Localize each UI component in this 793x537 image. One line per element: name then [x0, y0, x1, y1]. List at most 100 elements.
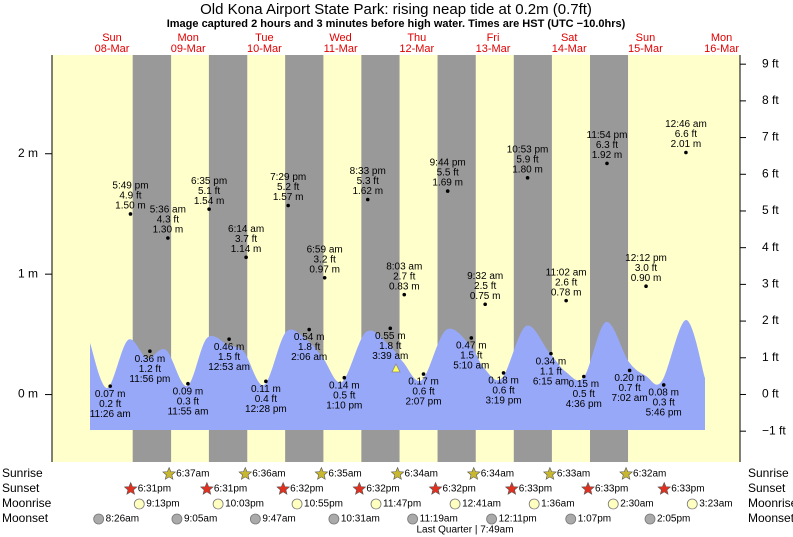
chart-title: Old Kona Airport State Park: rising neap…	[200, 1, 592, 18]
sunrise-time: 6:37am	[176, 469, 209, 480]
tide-label: 0.17 m	[408, 377, 439, 388]
moonset-time: 8:26am	[106, 514, 139, 525]
tide-label: 0.97 m	[309, 264, 340, 275]
icon	[291, 498, 303, 510]
tide-label: 3:19 pm	[485, 396, 521, 407]
y2-tick-label: −1 ft	[762, 423, 786, 437]
tide-label: 10:53 pm	[507, 144, 549, 155]
y2-tick-label: 2 ft	[762, 313, 779, 327]
icon	[619, 466, 633, 480]
tide-point	[307, 327, 311, 332]
sunset-time: 6:31pm	[214, 484, 247, 495]
y2-tick-label: 8 ft	[762, 93, 779, 107]
tide-label: 3.2 ft	[314, 254, 336, 265]
tide-label: 2.7 ft	[393, 271, 415, 282]
y2-tick-label: 0 ft	[762, 387, 779, 401]
icon	[390, 466, 405, 480]
day-weekday: Fri	[487, 32, 500, 44]
tide-point	[605, 161, 609, 166]
tide-label: 6:59 am	[307, 244, 343, 255]
day-date: 09-Mar	[171, 43, 206, 55]
tide-label: 0.46 m	[214, 342, 245, 353]
sunset-time: 6:33pm	[595, 484, 628, 495]
moonset-time: 9:47am	[262, 514, 295, 525]
tide-label: 1.62 m	[352, 186, 383, 197]
tide-label: 12:12 pm	[625, 253, 667, 264]
day-weekday: Wed	[329, 32, 351, 44]
y2-tick-label: 9 ft	[762, 56, 779, 70]
moonset-time: 11:19am	[420, 514, 458, 525]
tide-label: 3:39 am	[372, 351, 408, 362]
tide-label: 2.6 ft	[555, 277, 577, 288]
tide-label: 1.8 ft	[298, 342, 320, 353]
day-date: 08-Mar	[95, 43, 130, 55]
icon	[686, 498, 698, 510]
tide-label: 5:46 pm	[646, 408, 682, 419]
tide-label: 12:46 am	[665, 119, 707, 130]
icon	[528, 498, 540, 510]
sunrise-time: 6:32am	[633, 469, 666, 480]
moonset-time: 10:31am	[341, 514, 380, 525]
tide-label: 11:26 am	[90, 409, 131, 420]
moonrise-time: 1:36am	[541, 499, 574, 510]
tide-label: 0.14 m	[329, 380, 360, 391]
tide-label: 0.54 m	[294, 332, 325, 343]
tide-label: 5.1 ft	[198, 186, 220, 197]
tide-point	[661, 383, 666, 387]
day-weekday: Sun	[636, 32, 656, 44]
tide-label: 1.54 m	[194, 196, 225, 207]
day-date: 11-Mar	[324, 43, 358, 55]
tide-point	[342, 375, 347, 380]
day-date: 12-Mar	[399, 43, 434, 55]
y2-tick-label: 4 ft	[762, 240, 779, 254]
tide-label: 0.3 ft	[177, 396, 199, 407]
current-tide-marker	[391, 363, 401, 373]
moonrise-row-label: Moonrise	[2, 496, 52, 510]
tide-label: 7:29 pm	[270, 172, 306, 183]
sunrise-time: 6:33am	[557, 469, 590, 480]
icon	[644, 513, 656, 525]
tide-point	[421, 372, 426, 376]
tide-label: 1.57 m	[273, 192, 304, 203]
sunrise-time: 6:36am	[252, 469, 285, 480]
moonrise-time: 12:41am	[462, 499, 501, 510]
sunset-time: 6:33pm	[519, 484, 552, 495]
tide-point	[186, 381, 190, 386]
tide-label: 6.3 ft	[596, 140, 618, 151]
icon	[212, 498, 224, 510]
icon	[93, 513, 105, 525]
tide-label: 0.3 ft	[653, 398, 675, 409]
tide-label: 0.55 m	[375, 331, 406, 342]
tide-label: 5.3 ft	[357, 176, 379, 187]
tide-label: 6:14 am	[228, 224, 264, 235]
icon	[352, 481, 367, 495]
tide-label: 0.20 m	[614, 373, 645, 384]
tide-label: 3.7 ft	[235, 234, 257, 245]
y2-tick-label: 7 ft	[762, 130, 779, 144]
tide-point	[264, 379, 268, 384]
icon	[504, 481, 519, 495]
moonset-time: 12:11pm	[499, 514, 537, 525]
tide-label: 12:53 am	[208, 362, 250, 373]
tide-point	[445, 189, 450, 193]
day-date: 16-Mar	[704, 43, 739, 55]
icon	[314, 466, 329, 480]
sunset-time: 6:32pm	[366, 484, 399, 495]
tide-point	[108, 384, 113, 388]
icon	[133, 498, 145, 510]
sunset-time: 6:33pm	[671, 484, 704, 495]
tide-label: 0.15 m	[569, 379, 600, 390]
icon	[542, 466, 557, 480]
tide-label: 1.80 m	[512, 164, 543, 175]
tide-label: 0.09 m	[173, 386, 204, 397]
tide-label: 0.47 m	[456, 341, 487, 352]
icon	[407, 513, 419, 525]
icon	[162, 466, 177, 480]
tide-point	[402, 292, 407, 297]
day-date: 14-Mar	[552, 43, 587, 55]
tide-point	[684, 150, 688, 155]
tide-label: 2.01 m	[671, 139, 702, 150]
sunrise-row-label: Sunrise	[748, 466, 789, 480]
sunset-row-label: Sunset	[748, 481, 786, 495]
